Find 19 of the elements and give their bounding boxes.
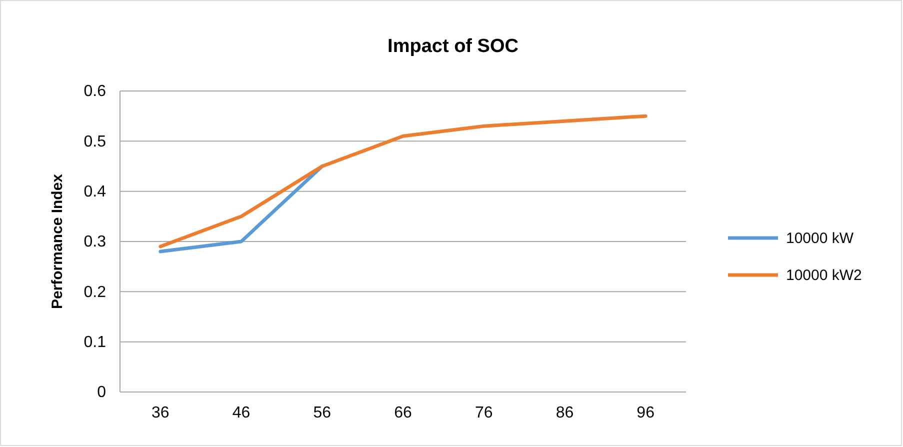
y-tick-label: 0 bbox=[97, 384, 106, 402]
y-tick-label: 0.6 bbox=[84, 83, 106, 100]
legend-label: 10000 kW bbox=[786, 230, 854, 247]
y-tick-label: 0.3 bbox=[84, 234, 106, 251]
x-tick-label: 66 bbox=[394, 404, 412, 422]
y-tick-label: 0.2 bbox=[84, 284, 106, 301]
x-tick-label: 96 bbox=[636, 404, 655, 422]
x-tick-label: 76 bbox=[474, 404, 493, 422]
x-tick-label: 86 bbox=[556, 404, 574, 422]
y-tick-label: 0.5 bbox=[84, 133, 106, 150]
line-series bbox=[158, 114, 648, 248]
y-axis-title: Performance Index bbox=[49, 173, 66, 310]
x-tick-label: 36 bbox=[152, 404, 170, 422]
y-tick-label: 0.1 bbox=[84, 334, 106, 351]
x-tick-label: 56 bbox=[313, 404, 332, 422]
chart-title: Impact of SOC bbox=[388, 36, 519, 57]
y-tick-label: 0.4 bbox=[84, 183, 106, 200]
legend-label: 10000 kW2 bbox=[786, 267, 862, 284]
x-tick-label: 46 bbox=[232, 404, 250, 422]
